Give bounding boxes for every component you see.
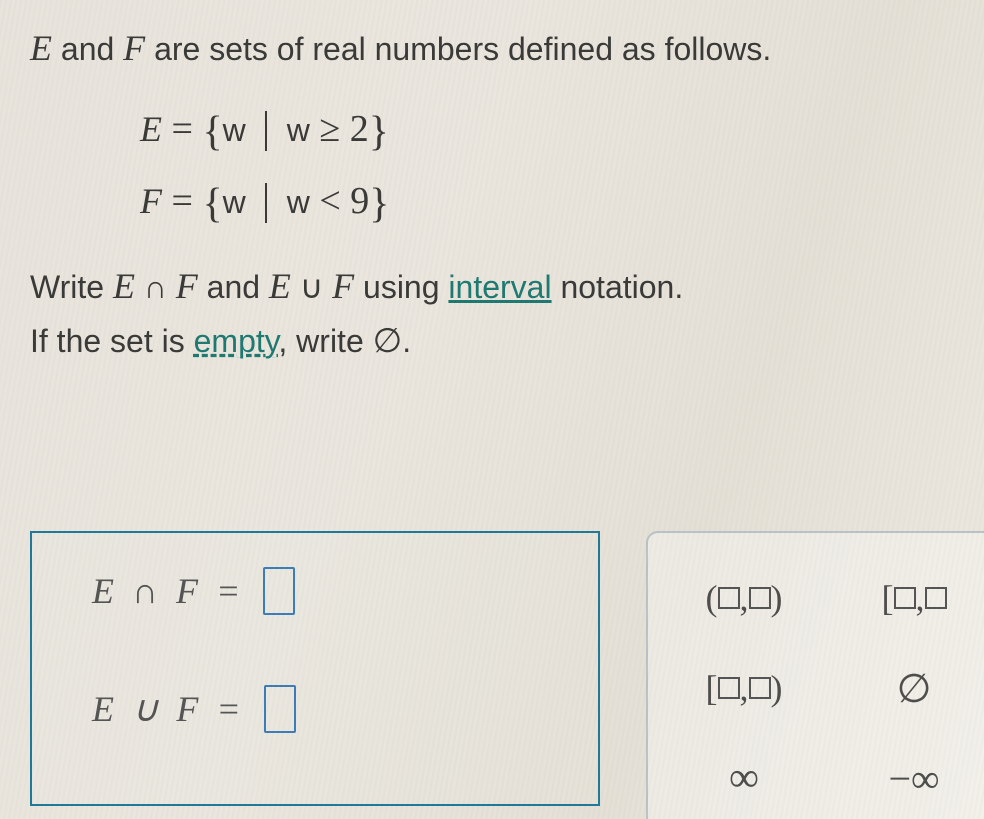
var-E: E [30, 28, 52, 68]
setF-var: w [223, 184, 246, 220]
instructions: Write E ∩ F and E ∪ F using interval not… [30, 259, 954, 367]
eq: = [162, 180, 202, 222]
answer-area: E ∩ F = E ∪ F = (,) [, [,) ∅ ∞ −∞ [30, 531, 984, 819]
var-F: F [123, 28, 145, 68]
t: , write [278, 323, 372, 359]
t: . [402, 323, 411, 359]
intersection-row: E ∩ F = [92, 567, 558, 615]
comma: , [916, 577, 925, 619]
such-that-bar [265, 183, 267, 223]
intersection-input[interactable] [263, 567, 295, 615]
var-F: F [176, 266, 198, 306]
lbracket: [ [706, 667, 718, 709]
setF-rel: < [310, 180, 350, 222]
symbol-palette: (,) [, [,) ∅ ∞ −∞ [646, 531, 984, 819]
palette-open-interval[interactable]: (,) [674, 557, 814, 639]
setF-condvar: w [287, 184, 310, 220]
t: and [198, 269, 269, 305]
lbracket: [ [882, 577, 894, 619]
comma: , [740, 577, 749, 619]
t: Write [30, 269, 113, 305]
setE-val: 2 [350, 108, 369, 150]
set-definitions: E = {w w ≥ 2} F = {w w < 9} [140, 107, 954, 230]
setE-rel: ≥ [310, 108, 350, 150]
union-lhs: E ∪ F = [92, 688, 250, 730]
empty-set-icon: ∅ [897, 665, 932, 712]
placeholder-box-icon [925, 587, 947, 609]
palette-neg-infinity[interactable]: −∞ [844, 737, 984, 819]
rparen: ) [771, 577, 783, 619]
intro-rest: are sets of real numbers defined as foll… [145, 31, 771, 67]
instruction-line-2: If the set is empty, write ∅. [30, 315, 954, 368]
placeholder-box-icon [718, 587, 740, 609]
rparen: ) [771, 667, 783, 709]
interval-link[interactable]: interval [448, 269, 551, 305]
intro-and: and [52, 31, 123, 67]
cap-sym: ∩ [135, 269, 176, 305]
eq: = [162, 108, 202, 150]
var-E: E [113, 266, 135, 306]
var-E: E [269, 266, 291, 306]
union-row: E ∪ F = [92, 685, 558, 733]
comma: , [740, 667, 749, 709]
setE-lhs: E [140, 109, 162, 149]
t: using [354, 269, 448, 305]
cup-sym: ∪ [291, 269, 332, 305]
instruction-line-1: Write E ∩ F and E ∪ F using interval not… [30, 259, 954, 315]
infinity-icon: ∞ [729, 754, 759, 802]
set-F-definition: F = {w w < 9} [140, 179, 954, 229]
rbrace: } [369, 181, 389, 227]
setF-lhs: F [140, 181, 162, 221]
var-F: F [332, 266, 354, 306]
empty-link[interactable]: empty [194, 323, 279, 359]
palette-empty-set[interactable]: ∅ [844, 647, 984, 729]
such-that-bar [265, 111, 267, 151]
setF-val: 9 [350, 180, 369, 222]
neg-infinity-icon: −∞ [888, 755, 939, 802]
palette-closed-interval[interactable]: [, [844, 557, 984, 639]
union-input[interactable] [264, 685, 296, 733]
placeholder-box-icon [749, 587, 771, 609]
t: notation. [552, 269, 684, 305]
setE-condvar: w [287, 112, 310, 148]
setE-var: w [223, 112, 246, 148]
set-E-definition: E = {w w ≥ 2} [140, 107, 954, 157]
lparen: ( [706, 577, 718, 619]
empty-set-icon: ∅ [373, 322, 403, 360]
palette-half-open-interval[interactable]: [,) [674, 647, 814, 729]
rbrace: } [369, 109, 389, 155]
placeholder-box-icon [894, 587, 916, 609]
lbrace: { [202, 109, 222, 155]
problem-intro: E and F are sets of real numbers defined… [30, 24, 954, 73]
palette-infinity[interactable]: ∞ [674, 737, 814, 819]
placeholder-box-icon [749, 677, 771, 699]
answer-box: E ∩ F = E ∪ F = [30, 531, 600, 806]
lbrace: { [202, 181, 222, 227]
placeholder-box-icon [718, 677, 740, 699]
intersection-lhs: E ∩ F = [92, 570, 249, 612]
t: If the set is [30, 323, 194, 359]
